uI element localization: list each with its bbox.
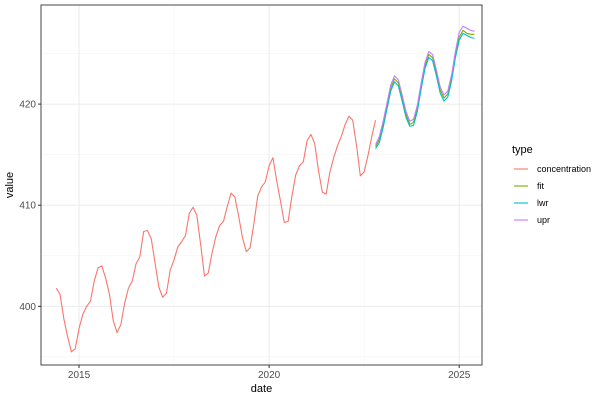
- minor-gridlines: [41, 5, 482, 365]
- x-axis-title: date: [251, 383, 272, 395]
- legend: type concentration fit lwr upr: [512, 144, 591, 225]
- legend-title: type: [512, 144, 533, 156]
- legend-label-upr: upr: [537, 215, 550, 225]
- plot-panel-border: [40, 4, 483, 366]
- series-layer: [55, 25, 475, 353]
- major-gridlines: [41, 5, 482, 365]
- y-tick-label: 400: [19, 302, 36, 313]
- x-tick-label: 2025: [448, 370, 471, 381]
- series-line-fit: [375, 29, 475, 147]
- series-line-lwr: [375, 32, 475, 149]
- x-tick-label: 2020: [258, 370, 281, 381]
- legend-label-lwr: lwr: [537, 198, 549, 208]
- y-tick-label: 420: [19, 100, 36, 111]
- x-tick-label: 2015: [68, 370, 91, 381]
- legend-label-concentration: concentration: [537, 164, 591, 174]
- series-line-upr: [375, 25, 475, 145]
- series-line-concentration: [55, 115, 377, 353]
- y-axis-title: value: [4, 172, 16, 198]
- y-tick-label: 410: [19, 201, 36, 212]
- x-axis: 2015 2020 2025: [68, 365, 471, 381]
- legend-label-fit: fit: [537, 181, 545, 191]
- y-axis: 400 410 420: [19, 100, 41, 313]
